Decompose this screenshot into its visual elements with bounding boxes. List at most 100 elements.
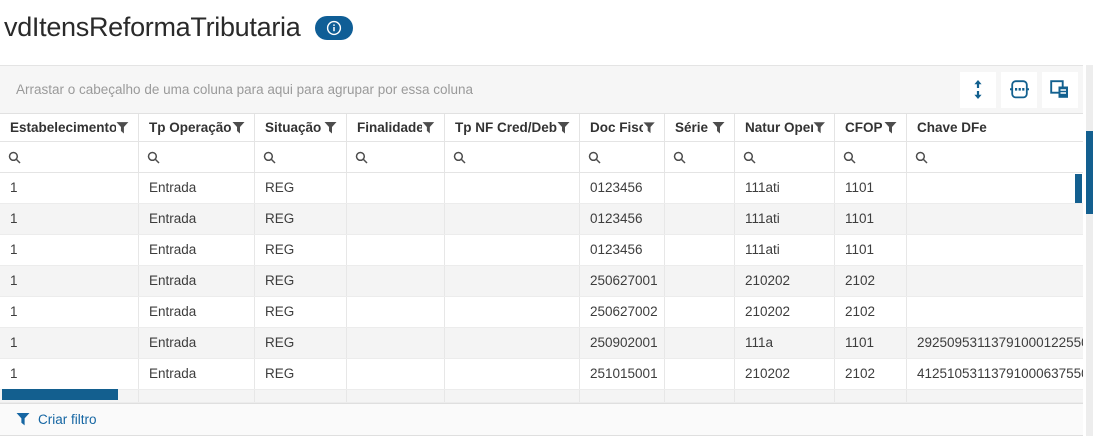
table-cell[interactable]: [445, 359, 580, 389]
column-header-tp-nf-cred-deb[interactable]: Tp NF Cred/Deb: [445, 114, 580, 141]
column-chooser-button[interactable]: [1042, 71, 1078, 108]
filter-funnel-icon[interactable]: [232, 121, 245, 134]
search-icon[interactable]: [743, 151, 756, 164]
filter-funnel-icon[interactable]: [116, 121, 129, 134]
table-cell[interactable]: [445, 266, 580, 296]
filter-cell[interactable]: [0, 142, 139, 172]
search-icon[interactable]: [843, 151, 856, 164]
horizontal-scrollbar-thumb[interactable]: [2, 389, 118, 400]
table-cell[interactable]: REG: [255, 297, 347, 327]
table-cell[interactable]: REG: [255, 266, 347, 296]
table-cell[interactable]: REG: [255, 359, 347, 389]
table-cell[interactable]: [347, 297, 445, 327]
table-cell[interactable]: Entrada: [139, 297, 255, 327]
table-cell[interactable]: [347, 235, 445, 265]
column-header-cfop[interactable]: CFOP: [835, 114, 907, 141]
filter-input-chave-dfe[interactable]: [934, 149, 1035, 165]
filter-input-natur-oper[interactable]: [762, 149, 817, 165]
table-row[interactable]: 1 Entrada REG 250902001 111a 1101 292509…: [0, 328, 1083, 359]
table-row[interactable]: 1 Entrada REG 0123456 111ati 1101: [0, 204, 1083, 235]
filter-funnel-icon[interactable]: [557, 121, 570, 134]
column-header-finalidade[interactable]: Finalidade: [347, 114, 445, 141]
search-icon[interactable]: [355, 151, 368, 164]
table-cell[interactable]: 1101: [835, 328, 907, 358]
table-cell[interactable]: Entrada: [139, 266, 255, 296]
search-icon[interactable]: [915, 151, 928, 164]
table-cell[interactable]: [665, 359, 735, 389]
create-filter-button[interactable]: Criar filtro: [0, 403, 1083, 436]
table-cell[interactable]: 1101: [835, 235, 907, 265]
table-cell[interactable]: [445, 173, 580, 203]
column-header-estabelecimento[interactable]: Estabelecimento: [0, 114, 139, 141]
table-cell[interactable]: 210202: [735, 359, 835, 389]
table-cell[interactable]: 1: [0, 173, 139, 203]
table-cell[interactable]: [347, 328, 445, 358]
table-cell[interactable]: 2102: [835, 359, 907, 389]
filter-funnel-icon[interactable]: [813, 121, 825, 134]
table-cell[interactable]: Entrada: [139, 235, 255, 265]
filter-cell[interactable]: [347, 142, 445, 172]
filter-funnel-icon[interactable]: [712, 121, 725, 134]
table-cell[interactable]: 1: [0, 297, 139, 327]
table-cell[interactable]: 1: [0, 328, 139, 358]
filter-cell[interactable]: [580, 142, 665, 172]
table-cell[interactable]: 1: [0, 235, 139, 265]
table-cell[interactable]: 1: [0, 359, 139, 389]
table-cell[interactable]: [665, 266, 735, 296]
table-cell[interactable]: 111ati: [735, 173, 835, 203]
table-cell[interactable]: 41251053113791000637550: [917, 366, 1083, 381]
filter-cell[interactable]: [139, 142, 255, 172]
table-cell[interactable]: Entrada: [139, 173, 255, 203]
search-icon[interactable]: [147, 151, 160, 164]
column-header-serie[interactable]: Série: [665, 114, 735, 141]
table-cell[interactable]: [665, 297, 735, 327]
table-cell[interactable]: [665, 328, 735, 358]
filter-input-estabelecimento[interactable]: [27, 149, 105, 165]
page-scrollbar-thumb[interactable]: [1086, 131, 1093, 214]
table-row[interactable]: 1 Entrada REG 250627001 210202 2102: [0, 266, 1083, 297]
grid-vertical-scrollbar-thumb[interactable]: [1075, 174, 1082, 203]
column-header-situacao[interactable]: Situação: [255, 114, 347, 141]
table-cell[interactable]: 111ati: [735, 204, 835, 234]
table-cell[interactable]: REG: [255, 235, 347, 265]
search-icon[interactable]: [263, 151, 276, 164]
table-cell[interactable]: 1: [0, 204, 139, 234]
table-cell[interactable]: [907, 297, 1083, 327]
table-cell[interactable]: 2102: [835, 266, 907, 296]
filter-cell[interactable]: [835, 142, 907, 172]
filter-input-doc-fisc[interactable]: [607, 149, 653, 165]
table-cell[interactable]: 250627001: [580, 266, 665, 296]
search-icon[interactable]: [453, 151, 466, 164]
table-cell[interactable]: [907, 204, 1083, 234]
table-cell[interactable]: 210202: [735, 266, 835, 296]
table-cell[interactable]: Entrada: [139, 328, 255, 358]
table-cell[interactable]: [907, 235, 1083, 265]
table-cell[interactable]: 1: [0, 266, 139, 296]
table-cell[interactable]: [347, 204, 445, 234]
filter-input-situacao[interactable]: [282, 149, 332, 165]
filter-input-tp-nf-cred-deb[interactable]: [472, 149, 548, 165]
table-row[interactable]: 1 Entrada REG 0123456 111ati 1101: [0, 173, 1083, 204]
filter-cell[interactable]: [907, 142, 1083, 172]
table-cell[interactable]: [665, 204, 735, 234]
info-button[interactable]: [315, 15, 354, 40]
table-cell[interactable]: 0123456: [580, 204, 665, 234]
table-cell[interactable]: 210202: [735, 297, 835, 327]
table-cell[interactable]: REG: [255, 173, 347, 203]
table-cell[interactable]: 251015001: [580, 359, 665, 389]
table-cell[interactable]: [907, 173, 1083, 203]
table-cell[interactable]: [907, 266, 1083, 296]
search-icon[interactable]: [673, 151, 686, 164]
table-cell[interactable]: 250627002: [580, 297, 665, 327]
filter-input-finalidade[interactable]: [374, 149, 428, 165]
group-panel[interactable]: Arrastar o cabeçalho de uma coluna para …: [0, 65, 1083, 114]
table-cell[interactable]: [347, 359, 445, 389]
filter-cell[interactable]: [255, 142, 347, 172]
filter-cell[interactable]: [445, 142, 580, 172]
filter-funnel-icon[interactable]: [884, 121, 897, 134]
table-cell[interactable]: REG: [255, 204, 347, 234]
table-cell[interactable]: [665, 235, 735, 265]
export-excel-button[interactable]: [1001, 71, 1037, 108]
table-cell[interactable]: [665, 173, 735, 203]
table-cell[interactable]: 250902001: [580, 328, 665, 358]
